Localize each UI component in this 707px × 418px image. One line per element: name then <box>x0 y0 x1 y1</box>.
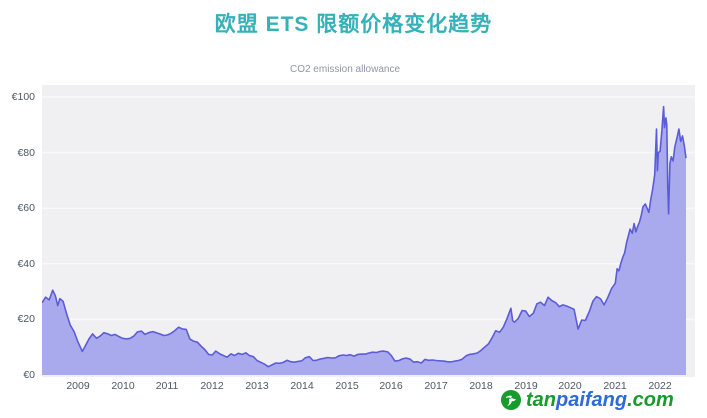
watermark-text-part: tan <box>526 389 556 411</box>
x-axis-tick-label: 2021 <box>603 380 627 392</box>
y-axis-tick-label: €60 <box>17 202 35 214</box>
x-axis-tick-label: 2012 <box>200 380 224 392</box>
watermark: tanpaifang.com <box>501 387 674 413</box>
y-axis-tick-label: €40 <box>17 258 35 270</box>
x-axis-tick-label: 2020 <box>558 380 582 392</box>
x-axis-tick-label: 2022 <box>648 380 672 392</box>
x-axis-tick-label: 2014 <box>290 380 314 392</box>
x-axis-tick-label: 2019 <box>514 380 538 392</box>
x-axis-tick-label: 2017 <box>424 380 448 392</box>
x-axis-tick-label: 2015 <box>335 380 359 392</box>
x-axis-tick-label: 2011 <box>155 380 179 392</box>
area-chart-svg <box>42 85 695 377</box>
x-axis-tick-label: 2018 <box>469 380 493 392</box>
x-axis-tick-label: 2016 <box>379 380 403 392</box>
page-title: 欧盟 ETS 限额价格变化趋势 <box>214 13 493 36</box>
tanpaifang-logo-icon <box>501 390 521 410</box>
y-axis-tick-label: €20 <box>17 313 35 325</box>
x-axis-tick-label: 2009 <box>66 380 90 392</box>
y-axis-tick-label: €80 <box>17 147 35 159</box>
watermark-text: tanpaifang.com <box>526 389 674 411</box>
y-axis: €0 €20 €40 €60 €80 €100 <box>0 85 38 381</box>
y-axis-tick-label: €0 <box>23 369 35 381</box>
x-axis-tick-label: 2013 <box>245 380 269 392</box>
watermark-text-part: paifang <box>556 389 628 411</box>
x-axis-tick-label: 2010 <box>111 380 135 392</box>
chart-subtitle: CO2 emission allowance <box>289 64 401 75</box>
watermark-text-part: .com <box>627 389 674 411</box>
plot-area <box>42 85 695 377</box>
y-axis-tick-label: €100 <box>11 91 35 103</box>
x-axis: 2009 2010 2011 2012 2013 2014 2015 2016 2017 2018… <box>0 380 707 394</box>
